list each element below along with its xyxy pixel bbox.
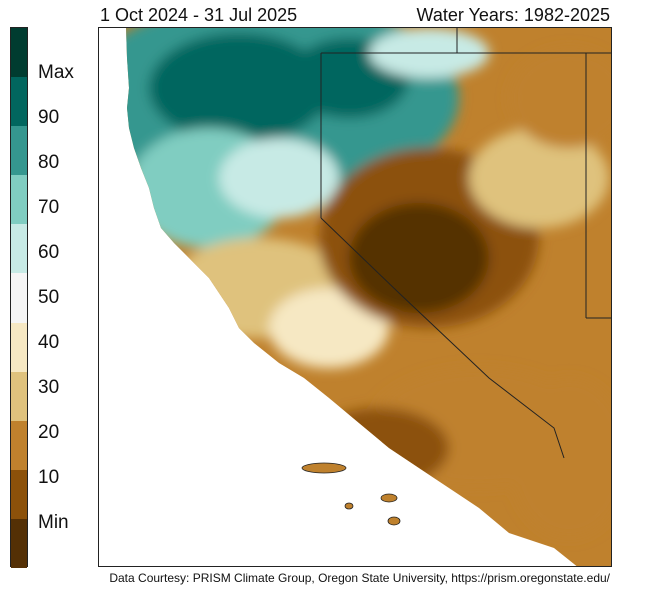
legend-label: 30 [38, 377, 60, 398]
period-title: Water Years: 1982-2025 [416, 5, 610, 25]
legend-label: Max [38, 62, 74, 83]
date-range-title: 1 Oct 2024 - 31 Jul 2025 [100, 5, 298, 25]
legend-swatch [11, 175, 27, 225]
legend-swatch [11, 126, 27, 176]
percentile-map [98, 27, 612, 567]
legend-swatch [11, 273, 27, 323]
legend-swatch [11, 224, 27, 274]
legend-swatch [11, 518, 27, 568]
legend-swatch [11, 420, 27, 470]
legend-swatch [11, 469, 27, 519]
legend-label: 50 [38, 287, 60, 308]
anomaly-field [126, 28, 611, 538]
legend-label: 80 [38, 152, 60, 173]
legend-swatch [11, 371, 27, 421]
state-borders [320, 28, 611, 459]
legend-label: 20 [38, 422, 60, 443]
land-area [126, 28, 611, 566]
legend-swatch [11, 28, 27, 78]
channel-islands [301, 462, 401, 526]
legend-swatch [11, 322, 27, 372]
legend-label: 10 [38, 467, 60, 488]
legend-label: 90 [38, 107, 60, 128]
legend-label: 60 [38, 242, 60, 263]
legend-swatch [11, 77, 27, 127]
legend-label: 40 [38, 332, 60, 353]
map-svg [126, 28, 611, 566]
legend-label: Min [38, 512, 69, 533]
data-credit: Data Courtesy: PRISM Climate Group, Oreg… [109, 571, 610, 585]
legend-label: 70 [38, 197, 60, 218]
color-legend [10, 27, 28, 568]
